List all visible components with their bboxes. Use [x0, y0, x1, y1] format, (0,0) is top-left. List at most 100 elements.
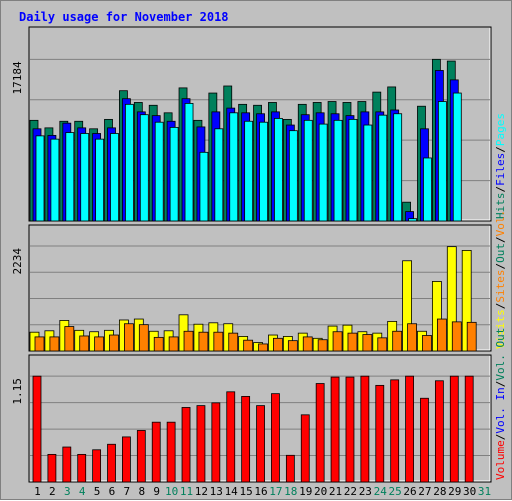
bar-volume-day-23 [360, 375, 370, 483]
x-tick-label: 2 [49, 485, 56, 498]
legend-entry: Volume [494, 440, 507, 480]
bar-pages-day-15 [244, 120, 254, 222]
x-tick-label: 25 [389, 485, 402, 498]
bar-volume-day-27 [420, 397, 429, 483]
max-label: 17184 [11, 61, 24, 94]
bar-sites-day-9 [153, 336, 164, 352]
max-label: 2234 [11, 248, 24, 275]
x-tick-label: 15 [239, 485, 252, 498]
bar-pages-day-23 [363, 124, 373, 222]
bar-volume-day-29 [449, 375, 459, 483]
bar-volume-day-9 [151, 421, 161, 483]
legend-separator: / [494, 186, 507, 193]
bar-sites-day-20 [317, 339, 328, 352]
legend-visits-sites: Visits/Sites/Out/Vol. [494, 210, 507, 349]
x-tick-label: 17 [269, 485, 282, 498]
bar-pages-day-26 [408, 218, 417, 222]
bar-volume-day-8 [136, 430, 146, 483]
bar-pages-day-29 [452, 92, 462, 222]
bar-sites-day-7 [124, 323, 134, 352]
legend-entry: Vol. Out [494, 328, 507, 381]
bar-volume-day-10 [166, 421, 176, 483]
legend-kbytes: Volume/Vol. In/Vol. Out [494, 328, 507, 480]
bar-volume-day-30 [464, 375, 474, 483]
legend-entry: Vol. In [494, 387, 507, 433]
bar-volume-day-20 [315, 383, 325, 483]
x-tick-label: 27 [418, 485, 431, 498]
x-tick-label: 10 [165, 485, 178, 498]
bar-sites-day-23 [362, 334, 373, 352]
legend-entry: Visits [494, 309, 507, 349]
bar-volume-day-14 [226, 391, 236, 483]
x-tick-label: 16 [254, 485, 267, 498]
x-tick-label: 5 [94, 485, 101, 498]
x-tick-label: 14 [225, 485, 239, 498]
bar-pages-day-21 [333, 119, 343, 222]
bar-sites-day-2 [49, 336, 60, 352]
bar-sites-day-12 [198, 331, 209, 352]
x-tick-label: 9 [153, 485, 160, 498]
bar-sites-day-15 [243, 339, 254, 352]
bar-sites-day-6 [109, 334, 119, 352]
bar-volume-day-17 [271, 393, 280, 483]
bar-volume-day-1 [32, 375, 42, 483]
bar-pages-day-11 [184, 103, 194, 222]
bar-volume-day-25 [390, 379, 400, 483]
x-tick-label: 23 [359, 485, 372, 498]
bar-volume-day-21 [330, 376, 340, 483]
legend-entry: Pages [494, 113, 507, 146]
bar-volume-day-5 [92, 449, 102, 483]
legend-separator: / [494, 263, 507, 270]
bar-pages-day-13 [214, 128, 224, 222]
bar-sites-day-19 [302, 336, 313, 352]
x-tick-label: 8 [138, 485, 145, 498]
x-tick-label: 28 [433, 485, 446, 498]
x-tick-label: 20 [314, 485, 327, 498]
bar-volume-day-26 [405, 375, 414, 483]
bar-pages-day-9 [154, 121, 164, 222]
x-tick-label: 21 [329, 485, 342, 498]
bar-sites-day-5 [94, 336, 105, 352]
legend-separator: / [494, 303, 507, 310]
bar-volume-day-24 [375, 384, 385, 483]
bar-sites-day-17 [273, 337, 283, 352]
legend-separator: / [494, 434, 507, 441]
x-tick-label: 18 [284, 485, 297, 498]
x-axis-labels: 1 2 3 4 5 6 7 8 9 10 11 12 13 14 15 16 17 18 19 20 21 22 23 24 2… [34, 485, 491, 498]
bar-sites-day-16 [258, 343, 268, 352]
bar-sites-day-25 [392, 330, 403, 352]
x-tick-label: 3 [64, 485, 71, 498]
x-tick-label: 26 [403, 485, 416, 498]
bar-volume-day-12 [196, 405, 206, 483]
legend-separator: / [494, 236, 507, 243]
bar-sites-day-26 [407, 323, 417, 352]
bar-sites-day-21 [332, 331, 343, 352]
bar-pages-day-14 [229, 112, 239, 222]
x-tick-label: 30 [463, 485, 476, 498]
legend-entry: Out [494, 243, 507, 263]
x-tick-label: 22 [344, 485, 357, 498]
bar-sites-day-13 [213, 331, 224, 352]
bar-volume-day-28 [434, 380, 444, 483]
bar-pages-day-3 [65, 132, 75, 222]
bar-visits-day-29 [446, 246, 457, 352]
bar-volume-day-13 [211, 402, 221, 483]
legend-separator: / [494, 381, 507, 388]
bar-sites-day-10 [168, 336, 179, 352]
x-tick-label: 12 [195, 485, 208, 498]
bar-volume-day-15 [241, 396, 251, 483]
bar-pages-day-17 [274, 118, 283, 222]
bar-volume-day-16 [256, 405, 265, 483]
bar-pages-day-2 [50, 138, 60, 222]
bar-volume-day-2 [47, 453, 57, 483]
bar-pages-day-10 [169, 126, 179, 222]
bar-sites-day-30 [466, 321, 477, 352]
x-tick-label: 19 [299, 485, 312, 498]
bar-sites-day-11 [183, 330, 194, 352]
bar-pages-day-5 [95, 138, 105, 222]
legend-entry: Hits [494, 193, 507, 220]
